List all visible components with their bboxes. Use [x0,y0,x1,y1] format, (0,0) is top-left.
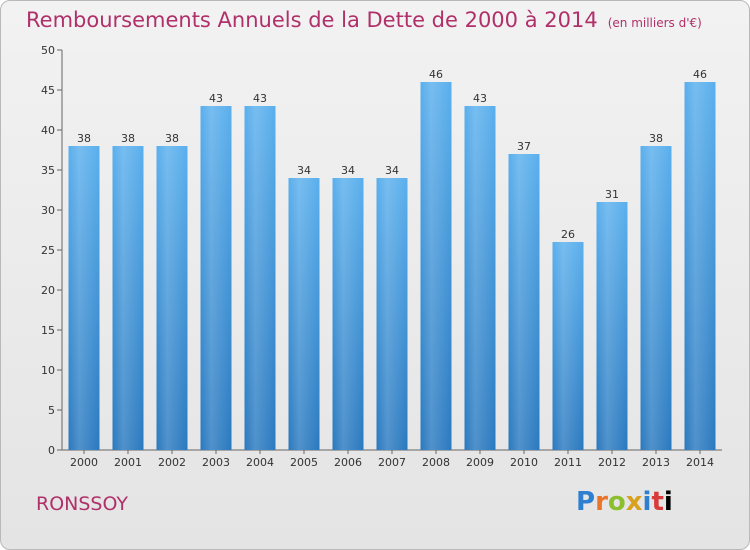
y-tick-label: 40 [41,124,55,137]
x-tick-label: 2001 [114,456,142,469]
x-tick-label: 2006 [334,456,362,469]
y-tick-label: 45 [41,84,55,97]
bar-highlight [200,106,232,450]
y-tick-label: 15 [41,324,55,337]
bar-highlight [156,146,188,450]
y-tick-label: 35 [41,164,55,177]
bar-highlight [684,82,716,450]
bar-value-label: 34 [385,164,399,177]
y-tick-label: 20 [41,284,55,297]
bar-highlight [376,178,408,450]
x-tick-label: 2000 [70,456,98,469]
bar-value-label: 31 [605,188,619,201]
x-tick-label: 2008 [422,456,450,469]
bar-value-label: 43 [473,92,487,105]
x-tick-label: 2012 [598,456,626,469]
proxiti-logo: Proxiti [576,487,673,517]
bar-highlight [420,82,452,450]
bar-highlight [596,202,628,450]
commune-name: RONSSOY [36,493,129,515]
bar-value-label: 38 [165,132,179,145]
x-tick-label: 2004 [246,456,274,469]
bar-value-label: 43 [253,92,267,105]
bar-highlight [112,146,144,450]
y-tick-label: 50 [41,44,55,57]
bar-highlight [464,106,496,450]
bar-value-label: 46 [429,68,443,81]
unit-note: (en milliers d'€) [607,16,702,30]
bar-highlight [288,178,320,450]
y-tick-label: 30 [41,204,55,217]
x-tick-label: 2011 [554,456,582,469]
bars-group [68,82,716,450]
bar-highlight [552,242,584,450]
bar-value-label: 37 [517,140,531,153]
bar-value-label: 38 [121,132,135,145]
chart-title: Remboursements Annuels de la Dette de 20… [26,8,702,32]
y-tick-label: 0 [48,444,55,457]
x-tick-label: 2014 [686,456,714,469]
bar-value-label: 38 [77,132,91,145]
y-tick-label: 5 [48,404,55,417]
bar-value-label: 46 [693,68,707,81]
bar-value-label: 38 [649,132,663,145]
x-tick-label: 2005 [290,456,318,469]
bar-highlight [640,146,672,450]
bar-labels-group: 38 38 38 43 43 34 34 34 46 43 37 26 31 38 46 [77,68,707,241]
y-tick-label: 25 [41,244,55,257]
x-tick-label: 2010 [510,456,538,469]
x-tick-label: 2009 [466,456,494,469]
bar-highlight [332,178,364,450]
x-tick-label: 2003 [202,456,230,469]
x-tick-label: 2007 [378,456,406,469]
y-axis: 0 5 10 15 20 25 30 35 40 45 50 [41,44,63,457]
y-tick-label: 10 [41,364,55,377]
x-axis: 2000 2001 2002 2003 2004 2005 2006 2007 2008 2009… [62,449,722,469]
bar-value-label: 34 [297,164,311,177]
bar-highlight [68,146,100,450]
bar-highlight [508,154,540,450]
x-tick-label: 2002 [158,456,186,469]
bar-value-label: 43 [209,92,223,105]
bar-highlight [244,106,276,450]
bar-value-label: 26 [561,228,575,241]
bar-value-label: 34 [341,164,355,177]
x-tick-label: 2013 [642,456,670,469]
